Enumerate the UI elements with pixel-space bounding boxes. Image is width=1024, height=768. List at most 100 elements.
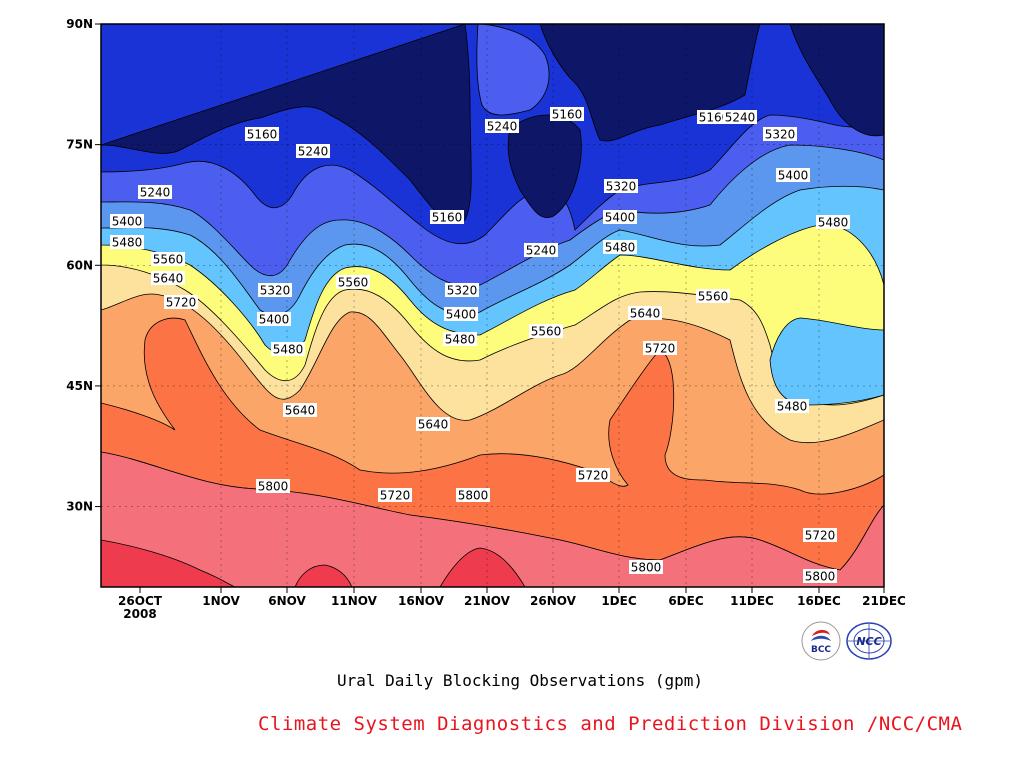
contour-label: 5320 <box>260 284 291 298</box>
band-below-5160 <box>101 24 472 223</box>
contour-label: 5800 <box>258 480 289 494</box>
y-tick-label: 90N <box>66 17 93 31</box>
contour-label: 5560 <box>531 325 562 339</box>
contour-label-bg <box>550 107 584 121</box>
chart-title: Ural Daily Blocking Observations (gpm) <box>336 671 704 690</box>
contour-label-bg <box>524 243 558 257</box>
contour-label: 5480 <box>818 216 849 230</box>
contour-label-bg <box>629 560 663 574</box>
contour-label-bg <box>245 127 279 141</box>
contour-label: 5800 <box>458 489 489 503</box>
contour-label-bg <box>803 569 837 583</box>
contour-label: 5160 <box>552 108 583 122</box>
contour-label-bg <box>529 324 563 338</box>
contour-label-bg <box>444 307 478 321</box>
contour-label: 5720 <box>166 296 197 310</box>
contour-label: 5480 <box>112 236 143 250</box>
contour-label-bg <box>151 252 185 266</box>
contour-label-bg <box>456 488 490 502</box>
contour-label-bg <box>283 403 317 417</box>
contour-label: 5720 <box>578 469 609 483</box>
contour-label: 5400 <box>605 211 636 225</box>
band-above-5880-east <box>439 547 526 587</box>
contour-label-bg <box>164 295 198 309</box>
contour-label: 5240 <box>487 120 518 134</box>
contour-label-bg <box>138 185 172 199</box>
contour-label-bg <box>445 283 479 297</box>
bcc-logo: BCC <box>801 621 841 661</box>
contour-label-bg <box>697 110 731 124</box>
contour-label-bg <box>296 144 330 158</box>
x-tick-label: 16NOV <box>398 594 445 608</box>
x-tick-label: 11DEC <box>730 594 774 608</box>
y-tick-label: 60N <box>66 258 93 272</box>
contour-label-bg <box>110 214 144 228</box>
x-tick-label: 16DEC <box>797 594 841 608</box>
bcc-logo-text: BCC <box>811 645 831 655</box>
contour-label-bg <box>443 332 477 346</box>
contour-label: 5800 <box>805 570 836 584</box>
contour-label-bg <box>258 283 292 297</box>
x-tick-label: 1DEC <box>601 594 637 608</box>
contour-label: 5160 <box>699 111 730 125</box>
contour-label-bg <box>643 341 677 355</box>
contour-label-bg <box>416 417 450 431</box>
band-above-5880-mid <box>294 564 353 587</box>
credit-line: Climate System Diagnostics and Predictio… <box>258 713 963 735</box>
x-tick-label: 1NOV <box>202 594 240 608</box>
x-tick-label: 26OCT <box>118 594 163 608</box>
contour-label: 5480 <box>605 241 636 255</box>
contour-label-bg <box>803 528 837 542</box>
contour-label: 5240 <box>140 186 171 200</box>
contour-label-bg <box>763 127 797 141</box>
contour-label-bg <box>485 119 519 133</box>
contour-label: 5400 <box>112 215 143 229</box>
contour-label: 5720 <box>380 489 411 503</box>
contour-label-bg <box>336 275 370 289</box>
ncc-logo: NCC <box>846 622 892 660</box>
contour-label: 5640 <box>418 418 449 432</box>
contour-label: 5400 <box>259 313 290 327</box>
contour-label-bg <box>775 399 809 413</box>
contour-label-bg <box>603 210 637 224</box>
contour-labels: 5160524052405160516052405160524052405400… <box>110 107 850 584</box>
contour-label: 5480 <box>777 400 808 414</box>
contour-fill-group <box>101 24 884 587</box>
contour-label-bg <box>110 235 144 249</box>
contour-label: 5160 <box>432 211 463 225</box>
ncc-logo-text: NCC <box>856 635 881 648</box>
contour-label: 5720 <box>645 342 676 356</box>
x-tick-label: 26NOV <box>530 594 577 608</box>
plot-frame <box>100 23 885 588</box>
contour-label-bg <box>378 488 412 502</box>
contour-label-bg <box>256 479 290 493</box>
contour-label: 5160 <box>247 128 278 142</box>
band-above-5880-west <box>101 539 236 587</box>
contour-label-bg <box>257 312 291 326</box>
contour-label: 5560 <box>338 276 369 290</box>
contour-label-bg <box>723 110 757 124</box>
contour-label-bg <box>576 468 610 482</box>
contour-label: 5320 <box>765 128 796 142</box>
pocket-5400-5480-east <box>769 317 884 406</box>
contour-label: 5640 <box>630 307 661 321</box>
contour-label-bg <box>430 210 464 224</box>
x-axis: 26OCT 1NOV 6NOV 11NOV 16NOV 21NOV 26NOV 1DEC 6DE… <box>118 587 906 608</box>
x-tick-label: 21DEC <box>862 594 906 608</box>
y-tick-label: 45N <box>66 379 93 393</box>
y-tick-label: 75N <box>66 138 93 152</box>
contour-label: 5400 <box>778 169 809 183</box>
contour-label: 5320 <box>447 284 478 298</box>
pocket-5240-high <box>476 24 550 116</box>
contour-label: 5720 <box>805 529 836 543</box>
contour-label-bg <box>604 179 638 193</box>
x-tick-label: 11NOV <box>331 594 378 608</box>
y-axis: 30N 45N 60N 75N 90N <box>66 17 101 514</box>
contour-label-bg <box>628 306 662 320</box>
contour-label-bg <box>776 168 810 182</box>
contour-label: 5240 <box>725 111 756 125</box>
contour-label: 5640 <box>153 272 184 286</box>
x-year-label: 2008 <box>123 607 156 621</box>
band-below-5160-right <box>539 24 761 142</box>
